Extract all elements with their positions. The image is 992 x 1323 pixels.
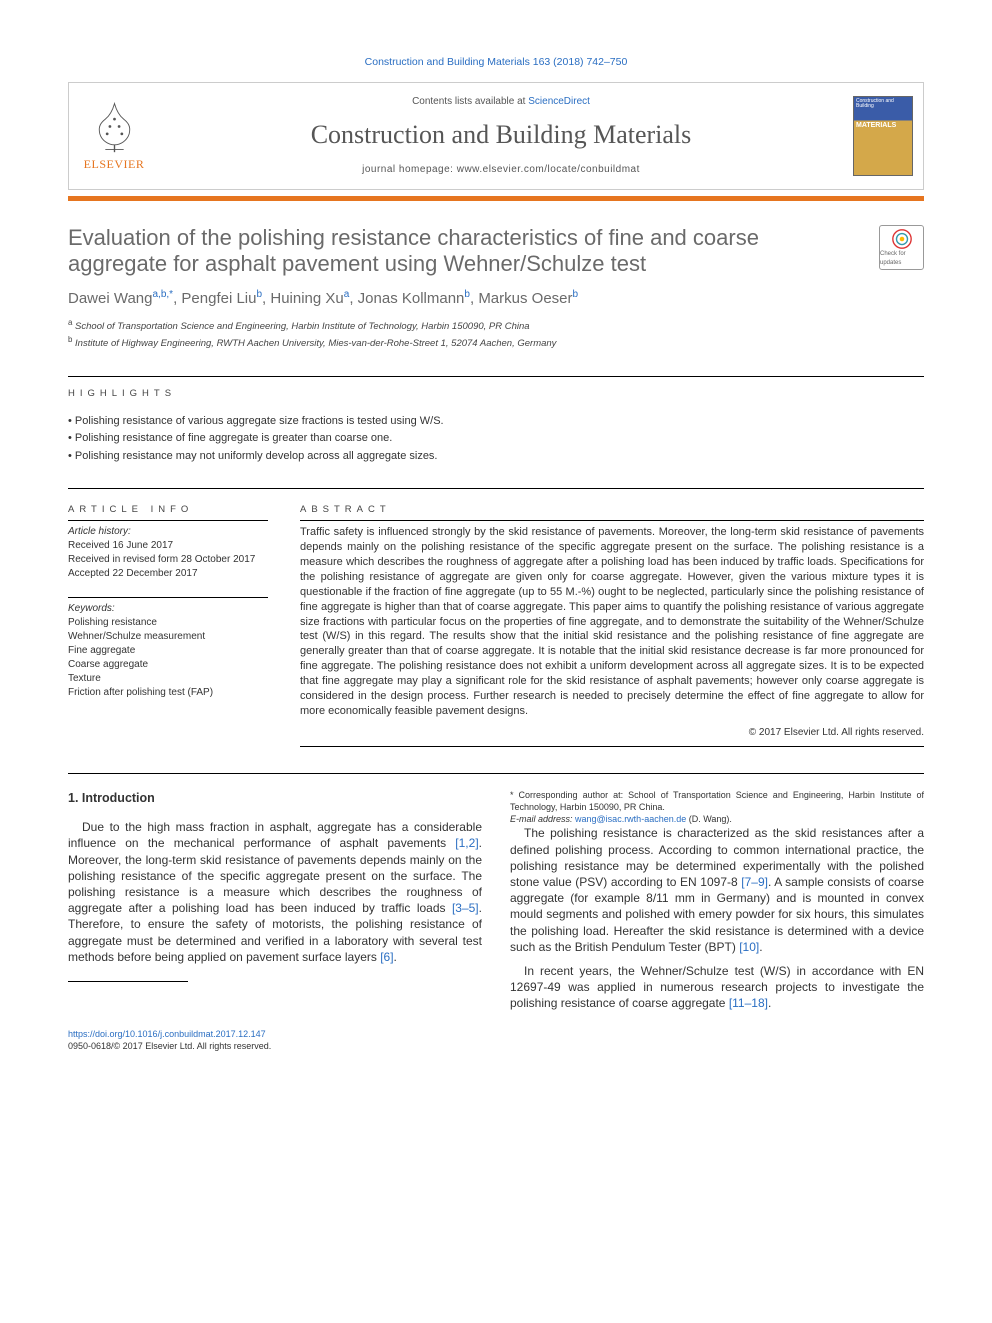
publisher-logo[interactable]: ELSEVIER	[69, 83, 159, 189]
citation-ref[interactable]: [7–9]	[741, 875, 768, 889]
aff-mark: b	[68, 335, 72, 344]
abstract-text: Traffic safety is influenced strongly by…	[300, 525, 924, 718]
text-run: .	[759, 940, 762, 954]
doi-link[interactable]: https://doi.org/10.1016/j.conbuildmat.20…	[68, 1029, 266, 1039]
doi-block: https://doi.org/10.1016/j.conbuildmat.20…	[68, 1028, 924, 1053]
text-run: .	[768, 996, 771, 1010]
author-list: Dawei Wanga,b,*, Pengfei Liub, Huining X…	[68, 288, 924, 309]
keyword: Friction after polishing test (FAP)	[68, 686, 268, 700]
highlights-heading: highlights	[68, 387, 924, 400]
para: The polishing resistance is characterize…	[510, 825, 924, 955]
citation-ref[interactable]: [6]	[380, 950, 393, 964]
corresponding-footnote: * Corresponding author at: School of Tra…	[510, 790, 924, 825]
publisher-name: ELSEVIER	[84, 156, 145, 173]
keyword: Texture	[68, 672, 268, 686]
citation-ref[interactable]: [10]	[739, 940, 759, 954]
email-attribution: (D. Wang).	[686, 814, 732, 824]
keyword: Coarse aggregate	[68, 658, 268, 672]
section-heading: 1. Introduction	[68, 790, 482, 807]
text-run: .	[394, 950, 397, 964]
elsevier-tree-icon	[87, 99, 142, 154]
crossmark-label: Check for updates	[880, 250, 923, 267]
article-title: Evaluation of the polishing resistance c…	[68, 225, 863, 278]
rule	[68, 597, 268, 598]
lists-prefix: Contents lists available at	[412, 96, 528, 107]
text-run: Due to the high mass fraction in asphalt…	[68, 820, 482, 850]
highlight-item: Polishing resistance of various aggregat…	[68, 414, 924, 429]
author-aff: b	[256, 289, 262, 300]
author: Dawei Wang	[68, 290, 152, 307]
crossmark-badge[interactable]: Check for updates	[879, 225, 924, 270]
journal-name: Construction and Building Materials	[163, 117, 839, 153]
author: Huining Xu	[270, 290, 343, 307]
corresponding-text: * Corresponding author at: School of Tra…	[510, 790, 924, 813]
keywords-label: Keywords:	[68, 602, 268, 616]
rule	[68, 376, 924, 377]
issn-copyright: 0950-0618/© 2017 Elsevier Ltd. All right…	[68, 1041, 271, 1051]
keywords-block: Keywords: Polishing resistance Wehner/Sc…	[68, 602, 268, 700]
sciencedirect-line: Contents lists available at ScienceDirec…	[163, 95, 839, 109]
citation-ref[interactable]: [11–18]	[729, 996, 768, 1010]
rule	[68, 773, 924, 774]
cover-journal-small: Construction and Building	[856, 99, 910, 109]
highlights-list: Polishing resistance of various aggregat…	[68, 414, 924, 464]
footnote-rule	[68, 981, 188, 982]
revised-date: Received in revised form 28 October 2017	[68, 553, 268, 567]
author-aff: b	[464, 289, 470, 300]
history-label: Article history:	[68, 525, 268, 539]
citation-header: Construction and Building Materials 163 …	[68, 55, 924, 70]
rule	[68, 488, 924, 489]
author-aff: a	[344, 289, 350, 300]
aff-text: Institute of Highway Engineering, RWTH A…	[75, 338, 556, 349]
author: Jonas Kollmann	[358, 290, 465, 307]
email-label: E-mail address:	[510, 814, 575, 824]
keyword: Fine aggregate	[68, 644, 268, 658]
accent-bar	[68, 196, 924, 201]
journal-homepage: journal homepage: www.elsevier.com/locat…	[163, 163, 839, 177]
sciencedirect-link[interactable]: ScienceDirect	[528, 96, 590, 107]
body-columns: 1. Introduction Due to the high mass fra…	[68, 790, 924, 1011]
rule	[300, 520, 924, 521]
received-date: Received 16 June 2017	[68, 539, 268, 553]
highlight-item: Polishing resistance may not uniformly d…	[68, 449, 924, 464]
aff-text: School of Transportation Science and Eng…	[75, 321, 530, 332]
keyword: Wehner/Schulze measurement	[68, 630, 268, 644]
journal-header-box: ELSEVIER Contents lists available at Sci…	[68, 82, 924, 190]
para: In recent years, the Wehner/Schulze test…	[510, 963, 924, 1012]
author-aff: b	[573, 289, 579, 300]
rule	[300, 746, 924, 747]
rule	[68, 520, 268, 521]
author: Pengfei Liu	[181, 290, 256, 307]
crossmark-icon	[891, 228, 913, 250]
article-history: Article history: Received 16 June 2017 R…	[68, 525, 268, 581]
citation-ref[interactable]: [3–5]	[452, 901, 479, 915]
accepted-date: Accepted 22 December 2017	[68, 567, 268, 581]
citation-ref[interactable]: [1,2]	[455, 836, 478, 850]
abstract-copyright: © 2017 Elsevier Ltd. All rights reserved…	[300, 726, 924, 740]
aff-mark: a	[68, 318, 72, 327]
journal-cover-thumb[interactable]: Construction and Building MATERIALS	[843, 83, 923, 189]
cover-materials-label: MATERIALS	[856, 121, 896, 131]
author-email[interactable]: wang@isac.rwth-aachen.de	[575, 814, 686, 824]
highlight-item: Polishing resistance of fine aggregate i…	[68, 431, 924, 446]
keyword: Polishing resistance	[68, 616, 268, 630]
text-run: In recent years, the Wehner/Schulze test…	[510, 964, 924, 1010]
author: Markus Oeser	[478, 290, 572, 307]
abstract-heading: abstract	[300, 503, 924, 516]
article-info-heading: article info	[68, 503, 268, 516]
para: Due to the high mass fraction in asphalt…	[68, 819, 482, 965]
affiliations: a School of Transportation Science and E…	[68, 317, 924, 352]
author-aff: a,b,*	[152, 289, 173, 300]
